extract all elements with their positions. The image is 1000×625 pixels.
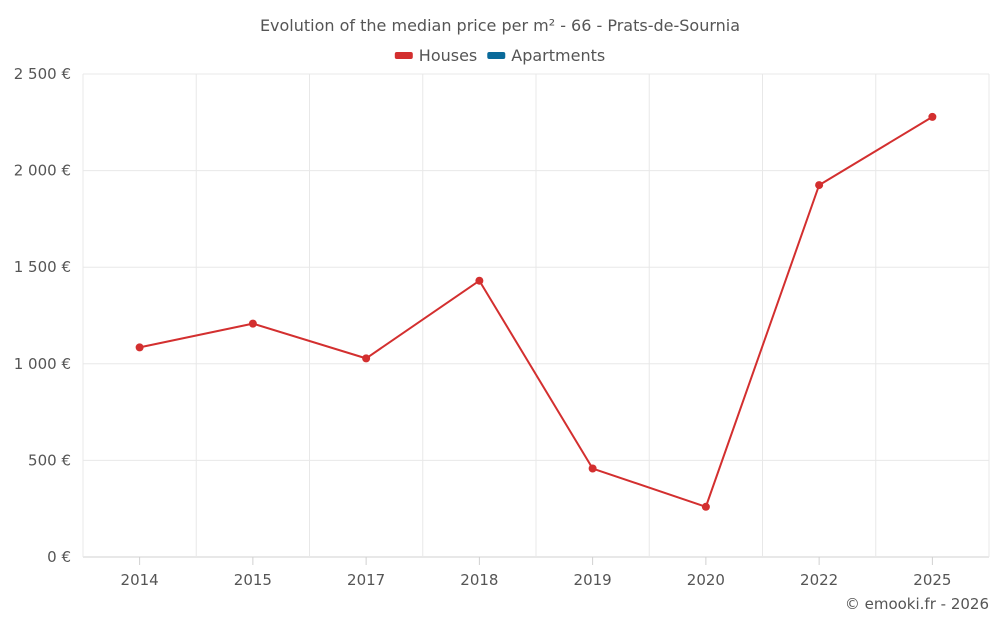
y-tick-label: 2 000 €	[14, 162, 71, 180]
x-tick-label: 2020	[687, 571, 725, 589]
legend-item-apartments[interactable]: Apartments	[487, 46, 605, 65]
data-point[interactable]	[928, 112, 937, 121]
footer-credit: © emooki.fr - 2026	[845, 595, 989, 613]
legend-swatch	[487, 52, 506, 59]
y-tick-label: 2 500 €	[14, 65, 71, 83]
x-tick-label: 2018	[460, 571, 498, 589]
data-point[interactable]	[135, 343, 144, 352]
data-point[interactable]	[588, 464, 597, 473]
y-tick-label: 1 000 €	[14, 355, 71, 373]
y-tick-label: 1 500 €	[14, 258, 71, 276]
x-axis: 2014 2015 2017 2018 2019 2020 2022 2025	[121, 557, 951, 589]
x-tick-label: 2015	[234, 571, 272, 589]
legend-item-houses[interactable]: Houses	[394, 46, 477, 65]
x-tick-label: 2025	[913, 571, 951, 589]
data-point[interactable]	[248, 319, 257, 328]
x-tick-label: 2014	[121, 571, 159, 589]
x-tick-label: 2017	[347, 571, 385, 589]
y-tick-label: 500 €	[28, 451, 71, 469]
data-point[interactable]	[475, 276, 484, 285]
series-line-houses	[139, 116, 933, 508]
series	[135, 112, 937, 511]
data-point[interactable]	[362, 354, 371, 363]
data-point[interactable]	[815, 181, 824, 190]
y-axis: 0 € 500 € 1 000 € 1 500 € 2 000 € 2 500 €	[14, 65, 71, 566]
legend-swatch	[394, 52, 413, 59]
data-point[interactable]	[701, 502, 710, 511]
x-tick-label: 2019	[574, 571, 612, 589]
y-tick-label: 0 €	[47, 548, 71, 566]
x-tick-label: 2022	[800, 571, 838, 589]
chart-title: Evolution of the median price per m² - 6…	[260, 16, 740, 35]
legend-label: Houses	[419, 46, 477, 65]
legend: Houses Apartments	[394, 46, 605, 65]
grid	[82, 73, 990, 558]
legend-label: Apartments	[511, 46, 605, 65]
